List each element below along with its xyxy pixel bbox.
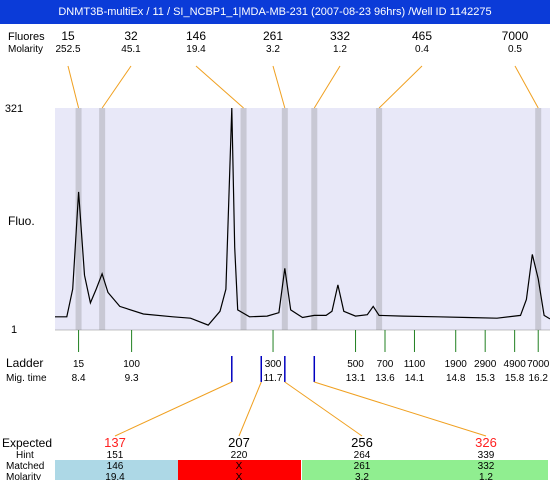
molarity-row-label: Molarity [8,44,43,55]
peak-band [99,108,106,330]
size-row-label: Fluores [8,31,45,43]
ladder-label: Ladder [6,356,43,370]
matched-value: 261 [354,461,371,472]
ladder-size-label: 4900 [504,359,527,370]
ladder-size-label: 700 [377,359,394,370]
matched-value: 146 [107,461,124,472]
expected-guide-line [284,381,363,437]
expected-size-value: 137 [104,435,126,450]
y-tick-label: 321 [5,103,23,115]
peak-band [240,108,247,330]
ladder-size-label: 100 [123,359,140,370]
matched-molarity-value: 19.4 [105,472,125,480]
peak-guide-line [67,65,80,109]
peak-size-label: 146 [186,29,206,43]
matched-molarity-value: 1.2 [479,472,493,480]
ladder-time-label: 11.7 [264,373,283,384]
expected-size-value: 207 [228,435,250,450]
peak-size-label: 261 [263,29,283,43]
matched-status-cell [302,460,425,480]
matched-row-label: Matched [6,461,44,472]
expected-row-label: Expected [2,436,52,450]
peak-guide-line [195,65,244,109]
ladder-time-label: 14.1 [405,373,425,384]
ladder-size-label: 7000 [527,359,550,370]
peak-band [376,108,383,330]
ladder-time-label: 14.8 [446,373,466,384]
matched-molarity-value: 3.2 [355,472,369,480]
ladder-size-label: 300 [265,359,282,370]
ladder-time-label: 15.3 [475,373,495,384]
hint-value: 220 [231,450,248,461]
matched-value: 332 [478,461,495,472]
ladder-time-label: 16.2 [528,373,548,384]
ladder-size-label: 500 [347,359,364,370]
hint-row-label: Hint [16,450,34,461]
peak-guide-line [378,65,423,109]
peak-size-label: 465 [412,29,432,43]
hint-value: 264 [354,450,371,461]
peak-molarity-label: 19.4 [186,44,206,55]
ladder-time-label: 13.6 [375,373,395,384]
expected-guide-line [314,381,487,437]
ladder-time-label: 15.8 [505,373,525,384]
ladder-size-label: 15 [73,359,85,370]
ladder-time-label: 8.4 [72,373,86,384]
expected-size-value: 326 [475,435,497,450]
expected-guide-line [238,381,262,437]
peak-molarity-label: 0.4 [415,44,429,55]
peak-size-label: 7000 [502,29,529,43]
ladder-size-label: 2900 [474,359,497,370]
ladder-time-label: 9.3 [125,373,139,384]
peak-molarity-label: 252.5 [55,44,80,55]
matched-status-cell [425,460,548,480]
peak-band [535,108,542,330]
molarity-row-label: Molarity [6,472,41,480]
matched-status-cell [55,460,178,480]
mig-time-label: Mig. time [6,373,47,384]
plot-area [55,108,550,330]
peak-guide-line [272,65,286,109]
ladder-time-label: 13.1 [346,373,366,384]
peak-guide-line [514,65,539,109]
chart-title: DNMT3B-multiEx / 11 / SI_NCBP1_1|MDA-MB-… [0,0,550,24]
peak-size-label: 332 [330,29,350,43]
peak-molarity-label: 0.5 [508,44,522,55]
y-tick-label: 1 [11,324,17,336]
peak-molarity-label: 45.1 [121,44,141,55]
hint-value: 339 [478,450,495,461]
matched-molarity-value: X [236,472,243,480]
peak-band [281,108,288,330]
matched-value: X [236,461,243,472]
hint-value: 151 [107,450,124,461]
peak-molarity-label: 3.2 [266,44,280,55]
peak-band [75,108,82,330]
peak-size-label: 32 [124,29,138,43]
expected-guide-line [114,381,232,437]
peak-band [311,108,318,330]
ladder-size-label: 1100 [404,359,426,370]
fluorescence-trace [55,107,550,326]
matched-status-cell [178,460,301,480]
expected-size-value: 256 [351,435,373,450]
peak-guide-line [101,65,132,109]
peak-molarity-label: 1.2 [333,44,347,55]
peak-guide-line [313,65,341,109]
ladder-size-label: 1900 [445,359,468,370]
y-axis-label: Fluo. [8,214,35,228]
peak-size-label: 15 [61,29,75,43]
